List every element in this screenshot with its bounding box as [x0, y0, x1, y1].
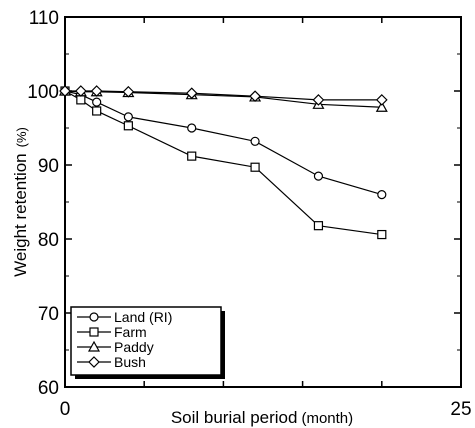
legend-marker-square	[90, 328, 98, 336]
data-point-circle	[314, 172, 322, 180]
legend-marker-circle	[90, 313, 98, 321]
y-tick-label: 90	[38, 156, 59, 177]
y-tick-label: 70	[38, 304, 59, 325]
y-axis-title: Weight retention(%)	[11, 127, 30, 277]
y-tick-label: 110	[29, 8, 59, 29]
series-layer	[60, 86, 387, 239]
y-tick-label: 80	[38, 230, 59, 251]
y-tick-label: 60	[38, 378, 59, 399]
data-point-circle	[188, 124, 196, 132]
data-point-square	[77, 96, 85, 104]
x-axis-unit: (month)	[301, 410, 353, 427]
y-axis-unit: (%)	[14, 127, 29, 147]
data-point-square	[93, 107, 101, 115]
x-axis-label: Soil burial period (month)	[171, 408, 353, 427]
data-point-circle	[378, 191, 386, 199]
data-point-square	[251, 163, 259, 171]
series-line	[65, 91, 382, 195]
data-point-square	[124, 122, 132, 130]
series-line	[65, 91, 382, 107]
data-point-square	[188, 152, 196, 160]
legend-label: Farm	[114, 324, 147, 340]
y-tick-label: 100	[27, 82, 59, 103]
legend-label: Paddy	[114, 339, 154, 355]
data-point-circle	[251, 137, 259, 145]
series-1	[61, 87, 386, 239]
data-point-circle	[93, 98, 101, 106]
legend-label: Bush	[114, 354, 146, 370]
series-0	[61, 87, 386, 199]
data-point-diamond	[377, 95, 387, 105]
legend-label: Land (RI)	[114, 309, 172, 325]
data-point-circle	[124, 113, 132, 121]
y-axis-label: Weight retention(%)	[11, 127, 30, 277]
x-tick-label: 0	[60, 399, 71, 420]
data-point-square	[378, 231, 386, 239]
series-line	[65, 91, 382, 235]
x-tick-label: 25	[450, 399, 471, 420]
data-point-square	[314, 222, 322, 230]
